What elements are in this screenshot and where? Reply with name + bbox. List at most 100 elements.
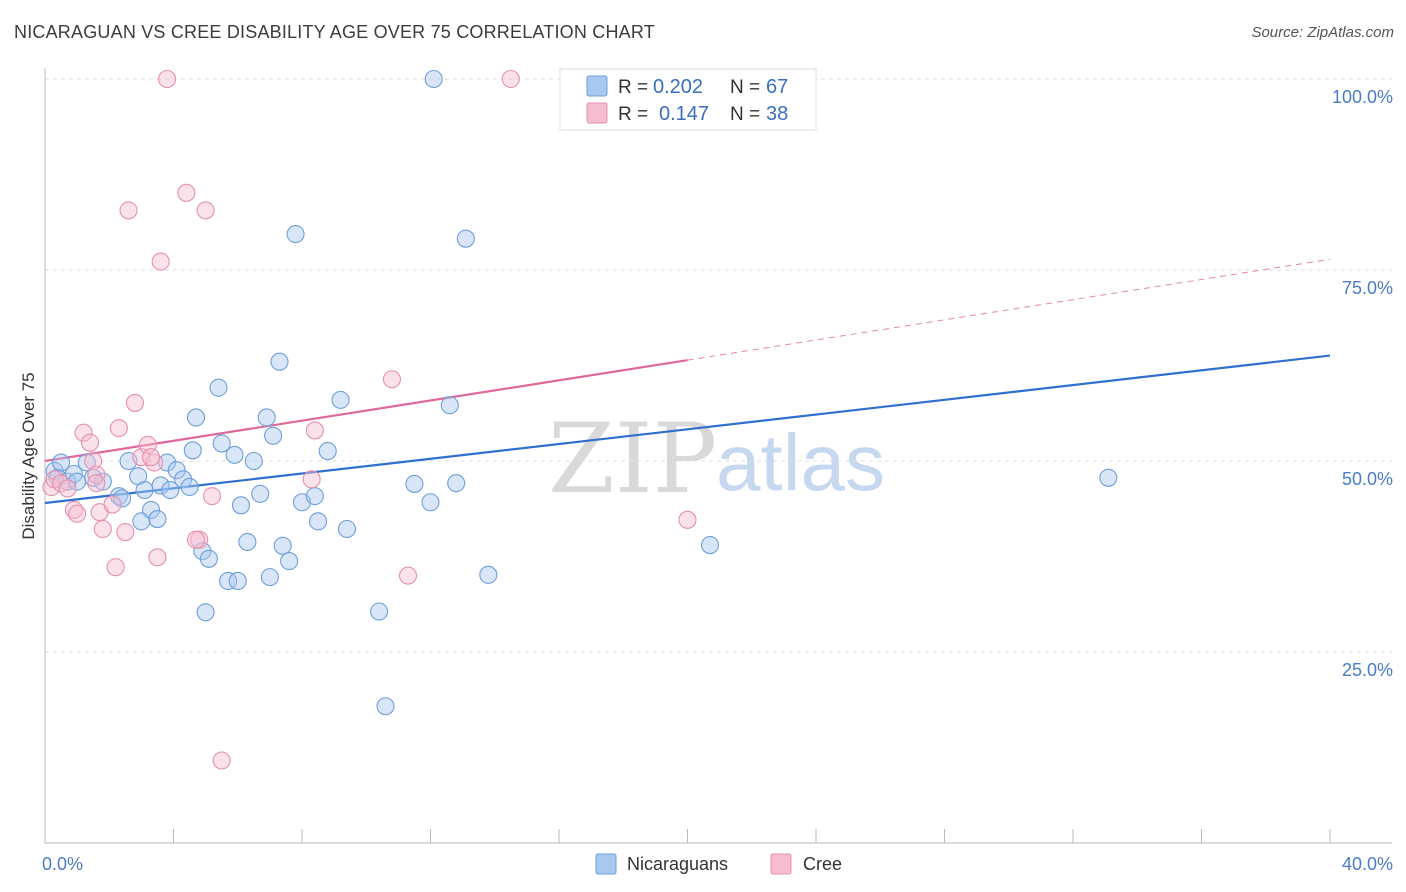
nicaraguans-point: [376, 697, 395, 716]
chart-title: NICARAGUAN VS CREE DISABILITY AGE OVER 7…: [14, 22, 655, 42]
nicaraguans-point: [251, 484, 270, 503]
cree-point: [196, 201, 215, 220]
cree-point: [116, 523, 135, 542]
x-tick-label: 0.0%: [42, 854, 83, 874]
cree-point: [186, 530, 206, 549]
nicaraguans-point: [264, 426, 283, 445]
legend-r-value-cree: 0.147: [659, 103, 709, 125]
trend-lines: [44, 258, 1331, 505]
cree-point: [109, 419, 128, 438]
x-tick-label: 40.0%: [1342, 854, 1393, 874]
y-tick-label: 50.0%: [1342, 469, 1393, 489]
legend-r-label-2: R =: [618, 104, 648, 125]
nicaraguans-point: [260, 568, 279, 587]
nicaraguans-point: [180, 477, 199, 497]
legend-r-label-1: R =: [618, 77, 648, 98]
nicaraguans-point: [141, 500, 161, 519]
nicaraguans-point: [148, 510, 167, 529]
nicaraguans-point: [193, 542, 212, 561]
axes: [44, 68, 1392, 844]
nicaraguans-point: [286, 225, 305, 244]
cree-point: [84, 451, 103, 471]
nicaraguans-point: [370, 602, 389, 621]
nicaraguans-trend-line: [44, 354, 1331, 505]
nicaraguans-point: [158, 453, 177, 472]
legend-n-value-cree: 38: [766, 103, 788, 125]
bottom-legend-label-nicaraguans: Nicaraguans: [627, 854, 728, 874]
nicaraguans-point: [440, 396, 459, 415]
nicaraguans-point: [196, 603, 215, 622]
x-tick-labels: 0.0% 40.0%: [42, 854, 1393, 874]
nicaraguans-point: [77, 453, 96, 472]
cree-point: [305, 421, 324, 440]
nicaraguans-point: [199, 549, 218, 568]
nicaraguans-points: [45, 69, 1118, 716]
y-tick-label: 25.0%: [1342, 660, 1393, 680]
nicaraguans-point: [209, 378, 228, 397]
watermark-atlas: atlas: [716, 418, 885, 507]
legend-swatch-nicaraguans: [586, 75, 608, 97]
nicaraguans-point: [238, 532, 257, 552]
cree-point: [68, 504, 87, 523]
nicaraguans-point: [273, 536, 292, 555]
cree-point: [212, 751, 231, 770]
nicaraguans-point: [212, 434, 231, 453]
nicaraguans-point: [225, 445, 244, 464]
cree-point: [145, 453, 164, 472]
nicaraguans-point: [244, 451, 263, 471]
cree-point: [74, 423, 93, 442]
y-tick-labels: 25.0% 50.0% 75.0% 100.0%: [1332, 87, 1393, 680]
nicaraguans-point: [52, 453, 71, 472]
legend-n-value-nicaraguans: 67: [766, 76, 788, 98]
gridlines: [45, 78, 1392, 653]
cree-points: [42, 69, 697, 770]
cree-point: [203, 487, 222, 506]
nicaraguans-point: [405, 474, 424, 493]
nicaraguans-point: [231, 496, 251, 515]
cree-point: [398, 566, 418, 585]
cree-point: [148, 548, 167, 567]
nicaraguans-point: [183, 441, 202, 460]
y-tick-label: 100.0%: [1332, 87, 1393, 107]
legend-swatch-cree: [586, 102, 608, 124]
watermark-zip: ZIP: [548, 403, 717, 515]
bottom-legend-label-cree: Cree: [803, 854, 842, 874]
cree-point: [93, 519, 112, 539]
y-tick-label: 75.0%: [1342, 278, 1393, 298]
nicaraguans-point: [318, 442, 337, 461]
bottom-legend-swatch-cree: [770, 853, 792, 875]
cree-point: [302, 470, 321, 489]
nicaraguans-point: [174, 470, 193, 489]
cree-trend-line: [44, 359, 688, 463]
cree-point: [501, 69, 520, 89]
cree-point: [125, 393, 144, 412]
nicaraguans-point: [161, 480, 180, 500]
nicaraguans-point: [424, 69, 443, 89]
nicaraguans-point: [270, 352, 289, 371]
cree-point: [58, 479, 77, 498]
cree-point: [119, 201, 138, 220]
nicaraguans-point: [305, 487, 324, 506]
cree-point: [678, 510, 697, 529]
nicaraguans-point: [479, 565, 498, 584]
cree-point: [103, 495, 122, 514]
cree-point: [80, 433, 100, 452]
nicaraguans-point: [228, 571, 247, 590]
nicaraguans-point: [700, 535, 720, 555]
nicaraguans-point: [337, 519, 357, 539]
legend-n-label-2: N =: [730, 104, 760, 125]
cree-point: [141, 448, 161, 467]
nicaraguans-point: [309, 512, 328, 531]
source-label: Source: ZipAtlas.com: [1251, 24, 1394, 41]
nicaraguans-point: [447, 474, 466, 493]
nicaraguans-point: [331, 390, 350, 409]
nicaraguans-point: [456, 229, 475, 248]
nicaraguans-point: [135, 480, 154, 500]
cree-point: [158, 69, 177, 89]
nicaraguans-point: [113, 489, 132, 508]
cree-point: [177, 183, 196, 202]
cree-point: [151, 252, 170, 271]
nicaraguans-point: [280, 552, 299, 571]
cree-point: [87, 474, 106, 493]
